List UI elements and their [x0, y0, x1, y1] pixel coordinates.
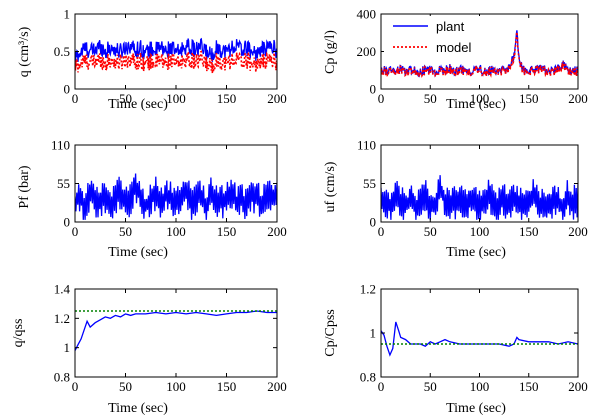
q-xtick-label: 0 — [72, 91, 79, 106]
q_ratio-xtick-label: 150 — [217, 379, 237, 394]
cp_ratio-xtick-label: 50 — [424, 379, 437, 394]
chart-q_ratio: 0 50 100 150 200 0.8 1 1.2 1.4 — [54, 282, 287, 395]
cp-ytick-label: 0 — [370, 82, 377, 97]
panel-pf: Pf (bar) Time (sec) — [17, 165, 168, 260]
cp_ratio-axes-frame — [380, 288, 579, 378]
cp-ylabel: Cp (g/l) — [323, 30, 338, 74]
pf-xtick-label: 150 — [217, 224, 237, 239]
cp_ratio-series-plant-line — [381, 321, 578, 357]
pf-ytick-label: 55 — [57, 176, 70, 191]
q-xtick-label: 100 — [166, 91, 186, 106]
q_ratio-xtick-label: 50 — [119, 379, 132, 394]
panel-q-ratio: q/qss Time (sec) — [11, 319, 168, 416]
q_ratio-ytick-label: 1 — [64, 340, 71, 355]
uf-xtick-label: 100 — [470, 224, 490, 239]
cp_ratio-ytick-label: 0.8 — [360, 370, 376, 385]
q-ytick-label: 0 — [64, 82, 71, 97]
cp-xlabel: Time (sec) — [446, 97, 506, 112]
q_ratio-ytick-label: 1.4 — [54, 282, 71, 297]
cp-xtick-label: 50 — [424, 91, 437, 106]
q_ratio-xtick-label: 200 — [267, 379, 287, 394]
legend-model-label: model — [436, 40, 472, 55]
pf-ytick-label: 0 — [64, 215, 71, 230]
legend: plant model — [384, 16, 484, 56]
uf-series-plant-line — [381, 175, 578, 220]
chart-cp: 0 50 100 150 200 0 200 400 — [357, 7, 588, 107]
q-ytick-label: 0.5 — [54, 44, 70, 59]
uf-xtick-label: 0 — [378, 224, 385, 239]
uf-xlabel: Time (sec) — [446, 245, 506, 260]
chart-pf: 0 50 100 150 200 0 55 110 — [51, 138, 287, 240]
legend-plant-label: plant — [436, 19, 465, 34]
pf-series-plant-line — [75, 173, 277, 220]
q-xlabel: Time (sec) — [108, 97, 168, 112]
legend-box — [384, 16, 484, 56]
panel-q: q (cm³/s) Time (sec) — [17, 26, 168, 112]
q-ratio-xlabel: Time (sec) — [108, 401, 168, 416]
cp-traces — [381, 30, 578, 80]
panel-cp: Cp (g/l) Time (sec) — [323, 30, 506, 112]
chart-cp_ratio: 0 50 100 150 200 0.8 1 1.2 — [360, 282, 588, 395]
uf-xtick-label: 150 — [519, 224, 539, 239]
chart-uf: 0 50 100 150 200 0 55 110 — [357, 138, 588, 240]
q-xtick-label: 50 — [119, 91, 132, 106]
cp-ytick-label: 200 — [357, 44, 377, 59]
cp_ratio-traces — [381, 321, 578, 357]
q_ratio-ytick-label: 0.8 — [54, 370, 70, 385]
pf-xtick-label: 100 — [166, 224, 186, 239]
q-traces — [75, 37, 277, 74]
q_ratio-axes-frame — [74, 288, 278, 378]
cp-xtick-label: 100 — [470, 91, 490, 106]
uf-ytick-label: 55 — [363, 176, 376, 191]
cp-ytick-label: 400 — [357, 7, 377, 22]
panel-cp-ratio: Cp/Cpss Time (sec) — [323, 309, 506, 416]
pf-traces — [75, 173, 277, 220]
uf-traces — [381, 175, 578, 220]
q_ratio-ytick-label: 1.2 — [54, 311, 70, 326]
q-series-plant-line — [75, 37, 277, 63]
cp-series-model-line — [381, 32, 578, 80]
q_ratio-xtick-label: 0 — [72, 379, 79, 394]
pf-ytick-label: 110 — [51, 138, 70, 153]
q-ytick-label: 1 — [64, 7, 71, 22]
uf-ytick-label: 110 — [357, 138, 376, 153]
q_ratio-traces — [75, 310, 277, 351]
uf-ytick-label: 0 — [370, 215, 377, 230]
cp-ratio-ylabel: Cp/Cpss — [323, 309, 338, 356]
pf-ylabel: Pf (bar) — [17, 165, 32, 208]
cp_ratio-xtick-label: 0 — [378, 379, 385, 394]
chart-q: 0 50 100 150 200 0 0.5 1 — [54, 7, 287, 107]
pf-xtick-label: 200 — [267, 224, 287, 239]
pf-xlabel: Time (sec) — [108, 245, 168, 260]
cp_ratio-xtick-label: 200 — [568, 379, 588, 394]
q-series-model-line — [75, 50, 277, 74]
q-ylabel: q (cm³/s) — [17, 26, 32, 77]
cp-ratio-xlabel: Time (sec) — [446, 401, 506, 416]
q_ratio-series-plant-line — [75, 310, 277, 351]
cp_ratio-xtick-label: 150 — [519, 379, 539, 394]
cp-xtick-label: 0 — [378, 91, 385, 106]
q-ratio-ylabel: q/qss — [11, 319, 26, 348]
uf-xtick-label: 200 — [568, 224, 588, 239]
q-xtick-label: 150 — [217, 91, 237, 106]
pf-xtick-label: 0 — [72, 224, 79, 239]
cp-xtick-label: 200 — [568, 91, 588, 106]
cp_ratio-ytick-label: 1 — [370, 326, 377, 341]
q_ratio-xtick-label: 100 — [166, 379, 186, 394]
uf-ylabel: uf (cm/s) — [323, 161, 338, 212]
cp_ratio-xtick-label: 100 — [470, 379, 490, 394]
cp-xtick-label: 150 — [519, 91, 539, 106]
pf-xtick-label: 50 — [119, 224, 132, 239]
cp_ratio-ytick-label: 1.2 — [360, 282, 376, 297]
panel-uf: uf (cm/s) Time (sec) — [323, 161, 506, 260]
uf-xtick-label: 50 — [424, 224, 437, 239]
q-xtick-label: 200 — [267, 91, 287, 106]
